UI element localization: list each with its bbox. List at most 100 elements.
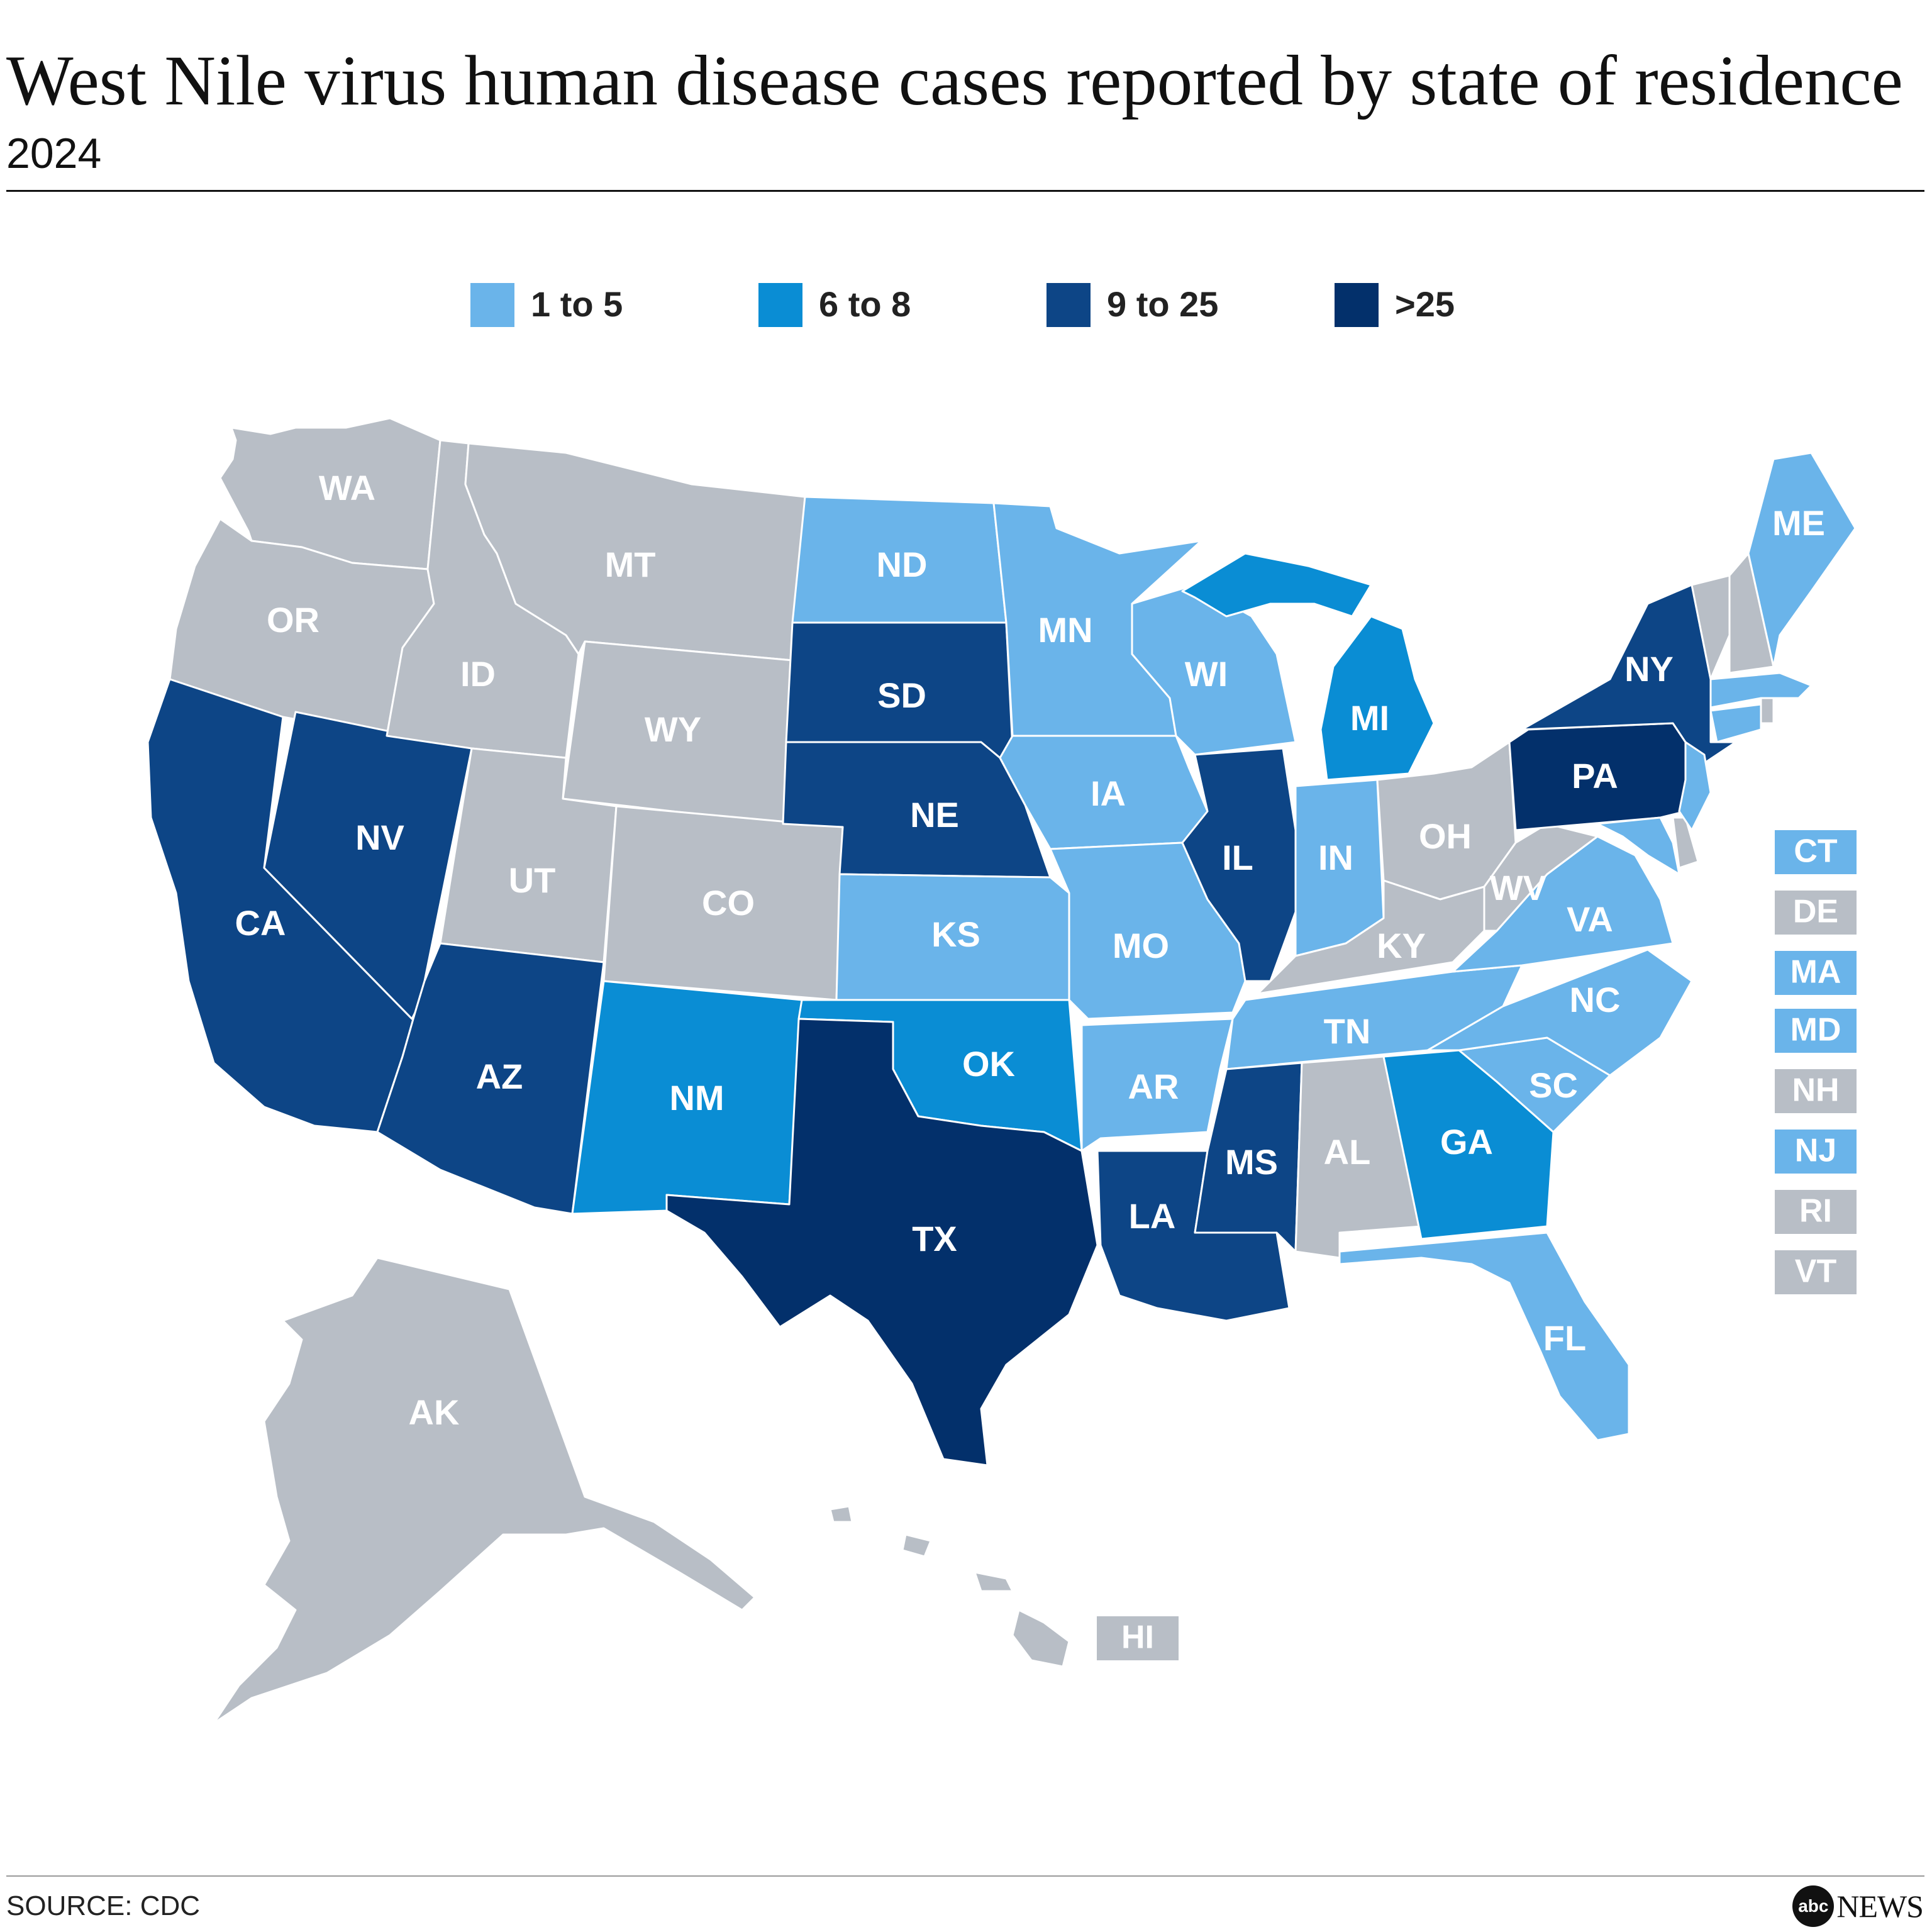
label-wv: WV (1490, 868, 1546, 908)
box-hi (1097, 1616, 1179, 1660)
state-hi-oahu (901, 1533, 932, 1558)
label-ks: KS (931, 914, 980, 954)
abc-logo-mark: abc (1792, 1885, 1835, 1927)
state-hi-big (1011, 1609, 1070, 1668)
box-ma (1775, 951, 1857, 995)
abc-news-logo: abc NEWS (1792, 1884, 1924, 1928)
state-ri (1760, 697, 1775, 724)
box-ri (1775, 1190, 1857, 1234)
label-ar: AR (1128, 1067, 1179, 1106)
label-nm: NM (669, 1078, 724, 1118)
label-wy: WY (645, 709, 701, 749)
label-sc: SC (1529, 1065, 1578, 1105)
state-nj (1678, 741, 1712, 831)
label-id: ID (460, 654, 496, 694)
state-mi-lower (1319, 615, 1435, 781)
label-ky: KY (1377, 926, 1426, 965)
box-label-nh: NH (1792, 1072, 1839, 1109)
legend-swatch-1-to-5 (470, 283, 514, 327)
label-ga: GA (1440, 1122, 1493, 1162)
abc-logo-word: NEWS (1836, 1889, 1924, 1924)
box-label-nj: NJ (1795, 1133, 1836, 1169)
label-fl: FL (1543, 1318, 1586, 1358)
label-or: OR (267, 600, 319, 640)
footer-divider (6, 1875, 1924, 1877)
box-nh (1775, 1069, 1857, 1113)
state-ct (1709, 703, 1762, 743)
legend-label-6-to-8: 6 to 8 (819, 284, 911, 324)
state-ny (1521, 584, 1737, 769)
label-ms: MS (1225, 1142, 1278, 1182)
label-in: IN (1318, 838, 1353, 877)
legend-swatch-6-to-8 (758, 283, 802, 327)
label-ut: UT (509, 860, 556, 900)
label-tx: TX (912, 1219, 957, 1258)
small-state-boxes: CT DE MA MD NH NJ RI VT HI (1097, 830, 1857, 1660)
state-de (1672, 816, 1699, 869)
label-ca: CA (235, 903, 286, 943)
state-il (1181, 747, 1297, 982)
label-mt: MT (605, 545, 656, 584)
legend-label-9-to-25: 9 to 25 (1107, 284, 1219, 324)
label-wi: WI (1185, 654, 1228, 694)
box-label-ma: MA (1790, 954, 1841, 991)
label-va: VA (1567, 899, 1613, 939)
state-ak (213, 1257, 756, 1724)
box-label-vt: VT (1795, 1253, 1837, 1290)
state-me (1747, 452, 1857, 668)
label-nd: ND (877, 545, 928, 584)
label-oh: OH (1419, 816, 1472, 856)
legend-label-gt-25: >25 (1395, 284, 1455, 324)
state-md (1596, 816, 1680, 875)
legend-label-1-to-5: 1 to 5 (531, 284, 623, 324)
label-wa: WA (319, 468, 375, 508)
state-tx (665, 1018, 1099, 1467)
label-nv: NV (355, 818, 404, 857)
box-label-de: DE (1793, 894, 1838, 930)
title-divider (6, 190, 1924, 192)
label-co: CO (702, 883, 755, 923)
label-me: ME (1772, 503, 1825, 543)
label-ak: AK (409, 1392, 460, 1432)
label-sd: SD (877, 675, 926, 715)
label-nc: NC (1570, 980, 1621, 1019)
map-subtitle: 2024 (6, 130, 102, 177)
box-de (1775, 891, 1857, 935)
box-label-md: MD (1790, 1012, 1841, 1048)
legend-swatch-9-to-25 (1046, 283, 1091, 327)
state-ma (1709, 672, 1813, 709)
map-title: West Nile virus human disease cases repo… (6, 42, 1903, 120)
label-la: LA (1129, 1196, 1176, 1236)
state-nc (1426, 948, 1693, 1077)
label-mi: MI (1350, 698, 1389, 738)
state-fl (1338, 1231, 1630, 1441)
state-hi-maui (974, 1571, 1014, 1592)
label-mo: MO (1113, 926, 1169, 965)
label-az: AZ (476, 1057, 523, 1096)
box-md (1775, 1009, 1857, 1053)
state-nh (1728, 552, 1775, 674)
label-ok: OK (962, 1044, 1015, 1084)
state-az (376, 942, 605, 1215)
label-pa: PA (1572, 756, 1618, 796)
state-mi (1181, 552, 1372, 618)
state-wv (1483, 823, 1599, 932)
legend-swatch-gt-25 (1335, 283, 1379, 327)
label-tn: TN (1324, 1011, 1371, 1051)
box-label-hi: HI (1121, 1619, 1154, 1656)
label-ne: NE (910, 795, 959, 835)
state-hi-kauai (829, 1505, 853, 1523)
box-label-ct: CT (1794, 833, 1838, 870)
source-note: SOURCE: CDC (6, 1890, 201, 1921)
label-il: IL (1222, 838, 1253, 877)
label-mn: MN (1038, 610, 1092, 650)
box-vt (1775, 1250, 1857, 1294)
state-mt (464, 442, 806, 662)
box-label-ri: RI (1799, 1193, 1832, 1230)
box-ct (1775, 830, 1857, 874)
label-ia: IA (1091, 774, 1126, 813)
label-ny: NY (1624, 649, 1674, 689)
state-ky (1257, 879, 1485, 995)
box-nj (1775, 1130, 1857, 1174)
